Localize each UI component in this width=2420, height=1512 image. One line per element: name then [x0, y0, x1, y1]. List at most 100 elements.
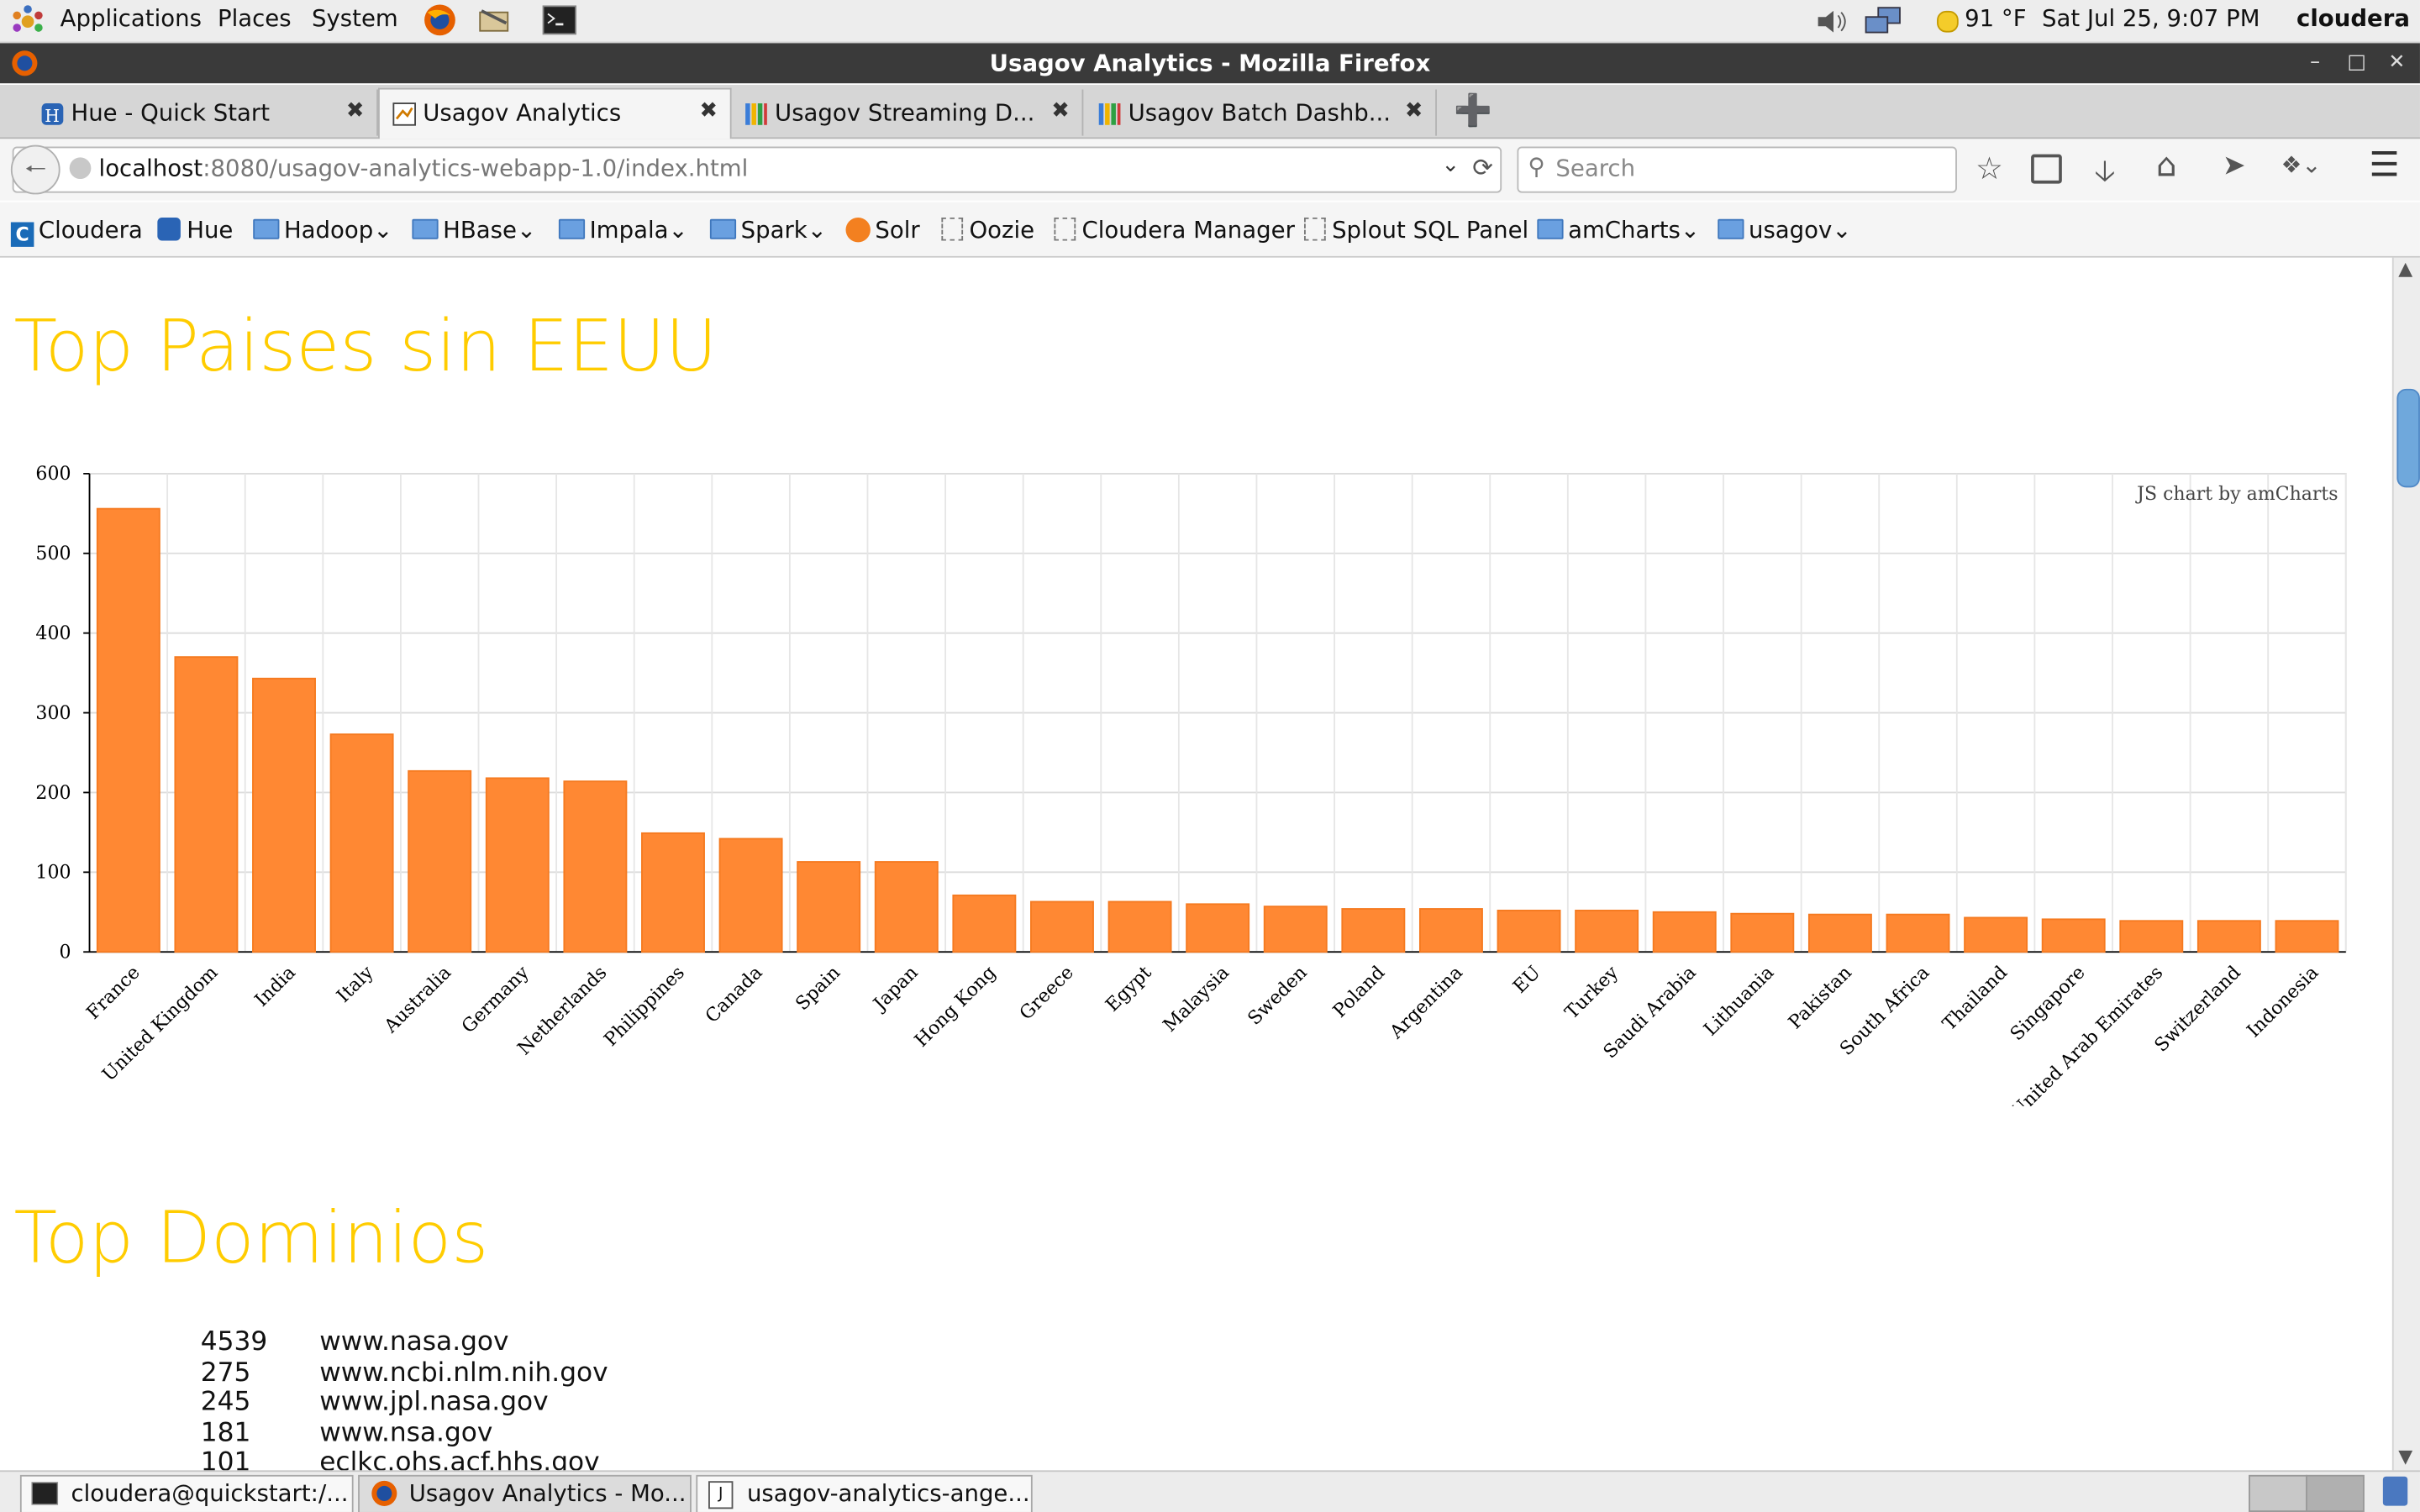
- network-icon[interactable]: [1863, 5, 1903, 38]
- folder-icon: [558, 218, 586, 239]
- terminal-launcher-icon[interactable]: [542, 5, 577, 36]
- list-item: 275 www.ncbi.nlm.nih.gov: [200, 1357, 608, 1389]
- bar[interactable]: [2041, 918, 2106, 953]
- tab-usagov-streaming[interactable]: Usagov Streaming D... ✖: [732, 89, 1084, 136]
- bar[interactable]: [2119, 920, 2184, 953]
- x-tick-label: Italy: [333, 962, 378, 1007]
- volume-icon[interactable]: [1813, 6, 1850, 37]
- applications-menu[interactable]: Applications: [60, 4, 202, 33]
- bar[interactable]: [252, 677, 316, 953]
- bar[interactable]: [1341, 908, 1406, 953]
- user-name[interactable]: cloudera: [2296, 4, 2410, 33]
- bar[interactable]: [1886, 913, 1950, 953]
- bar[interactable]: [641, 832, 705, 953]
- search-icon: ⚲: [1528, 152, 1545, 181]
- weather-temp[interactable]: 91 °F: [1965, 4, 2027, 33]
- bookmark-folder-amcharts[interactable]: amCharts⌄: [1537, 216, 1700, 244]
- bookmark-hue[interactable]: Hue: [157, 216, 233, 244]
- bar[interactable]: [2196, 920, 2261, 953]
- bar[interactable]: [1497, 909, 1561, 953]
- tab-close-icon[interactable]: ✖: [699, 98, 718, 123]
- tab-close-icon[interactable]: ✖: [345, 98, 365, 123]
- search-bar[interactable]: ⚲ Search: [1517, 146, 1957, 193]
- site-info-icon[interactable]: [69, 157, 92, 180]
- text-editor-launcher-icon[interactable]: [476, 5, 513, 36]
- bar[interactable]: [329, 733, 394, 953]
- bookmark-folder-spark[interactable]: Spark⌄: [709, 216, 827, 244]
- bar[interactable]: [2275, 920, 2339, 953]
- tab-usagov-batch[interactable]: Usagov Batch Dashb... ✖: [1085, 89, 1437, 136]
- scroll-down-icon[interactable]: ▼: [2398, 1445, 2413, 1467]
- chevron-down-icon: ⌄: [668, 216, 688, 244]
- maximize-icon[interactable]: □: [2347, 50, 2366, 75]
- url-bar[interactable]: 🠐 localhost:8080/usagov-analytics-webapp…: [10, 144, 1502, 195]
- back-icon[interactable]: 🠐: [10, 144, 60, 195]
- bar[interactable]: [96, 507, 160, 953]
- bar[interactable]: [1964, 916, 2028, 953]
- bookmark-cloudera-manager[interactable]: Cloudera Manager: [1054, 216, 1295, 244]
- bookmark-star-icon[interactable]: ☆: [1975, 150, 2003, 187]
- new-tab-icon[interactable]: ➕: [1454, 91, 1492, 129]
- bar[interactable]: [797, 861, 861, 953]
- share-icon[interactable]: ➤: [2222, 150, 2246, 182]
- reload-icon[interactable]: ⟳: [1472, 152, 1493, 182]
- firefox-icon: [371, 1480, 397, 1506]
- bookmark-folder-usagov[interactable]: usagov⌄: [1718, 216, 1851, 244]
- bar[interactable]: [1107, 900, 1172, 953]
- bookmark-splout-sql-panel[interactable]: Splout SQL Panel: [1304, 216, 1528, 244]
- y-tick-label: 100: [35, 863, 71, 884]
- bookmark-oozie[interactable]: Oozie: [941, 216, 1034, 244]
- taskbar-firefox[interactable]: Usagov Analytics - Mo...: [358, 1474, 692, 1512]
- tab-usagov-analytics[interactable]: Usagov Analytics ✖: [377, 87, 732, 139]
- bar[interactable]: [952, 894, 1017, 953]
- bar[interactable]: [485, 777, 550, 953]
- bookmark-cloudera[interactable]: C Cloudera: [10, 216, 143, 247]
- bar[interactable]: [1186, 903, 1250, 953]
- taskbar-terminal[interactable]: cloudera@quickstart:/...: [19, 1474, 354, 1512]
- bookmark-folder-hadoop[interactable]: Hadoop⌄: [253, 216, 392, 244]
- bar[interactable]: [1730, 912, 1795, 953]
- reading-list-icon[interactable]: [2031, 154, 2062, 184]
- bookmark-folder-hbase[interactable]: HBase⌄: [412, 216, 536, 244]
- taskbar-editor[interactable]: J usagov-analytics-ange...: [696, 1474, 1033, 1512]
- scroll-up-icon[interactable]: ▲: [2398, 257, 2413, 280]
- bar[interactable]: [1807, 913, 1872, 953]
- close-window-icon[interactable]: ✕: [2388, 50, 2406, 75]
- home-icon[interactable]: ⌂: [2155, 146, 2177, 184]
- workspace-empty-icon[interactable]: [2306, 1474, 2365, 1512]
- bookmark-solr[interactable]: Solr: [845, 216, 920, 244]
- downloads-icon[interactable]: 🡣: [2094, 154, 2116, 189]
- clock[interactable]: Sat Jul 25, 9:07 PM: [2041, 4, 2260, 33]
- y-tick-label: 400: [35, 623, 71, 644]
- places-menu[interactable]: Places: [217, 4, 292, 33]
- addon-icon[interactable]: ❖⌄: [2281, 150, 2322, 180]
- bar[interactable]: [563, 780, 628, 953]
- bar[interactable]: [718, 837, 783, 953]
- tab-hue-quick-start[interactable]: H Hue - Quick Start ✖: [28, 89, 378, 136]
- minimize-icon[interactable]: –: [2310, 50, 2321, 75]
- trash-icon[interactable]: [2382, 1476, 2408, 1506]
- menu-hamburger-icon[interactable]: ☰: [2369, 146, 2400, 186]
- bar[interactable]: [408, 769, 472, 953]
- system-menu[interactable]: System: [312, 4, 398, 33]
- dashboard-favicon-icon: [1098, 103, 1121, 125]
- hue-icon: [157, 217, 181, 241]
- firefox-launcher-icon[interactable]: [423, 3, 456, 37]
- bar[interactable]: [1030, 900, 1094, 953]
- url-dropdown-icon[interactable]: ⌄: [1441, 152, 1460, 178]
- bar[interactable]: [874, 861, 939, 953]
- cloudera-icon: C: [10, 222, 34, 247]
- tab-close-icon[interactable]: ✖: [1051, 98, 1070, 123]
- search-input[interactable]: Search: [1555, 154, 1636, 182]
- bar[interactable]: [1263, 906, 1328, 953]
- bar[interactable]: [174, 656, 239, 953]
- workspace-firefox-icon[interactable]: [2249, 1474, 2307, 1512]
- tab-close-icon[interactable]: ✖: [1404, 98, 1423, 123]
- amcharts-credit[interactable]: JS chart by amCharts: [2135, 484, 2338, 505]
- bar[interactable]: [1418, 908, 1483, 953]
- scrollbar-thumb[interactable]: [2396, 388, 2420, 488]
- page-scrollbar[interactable]: ▲ ▼: [2391, 257, 2420, 1471]
- bar[interactable]: [1575, 909, 1639, 953]
- bookmark-folder-impala[interactable]: Impala⌄: [558, 216, 688, 244]
- bar[interactable]: [1652, 911, 1717, 953]
